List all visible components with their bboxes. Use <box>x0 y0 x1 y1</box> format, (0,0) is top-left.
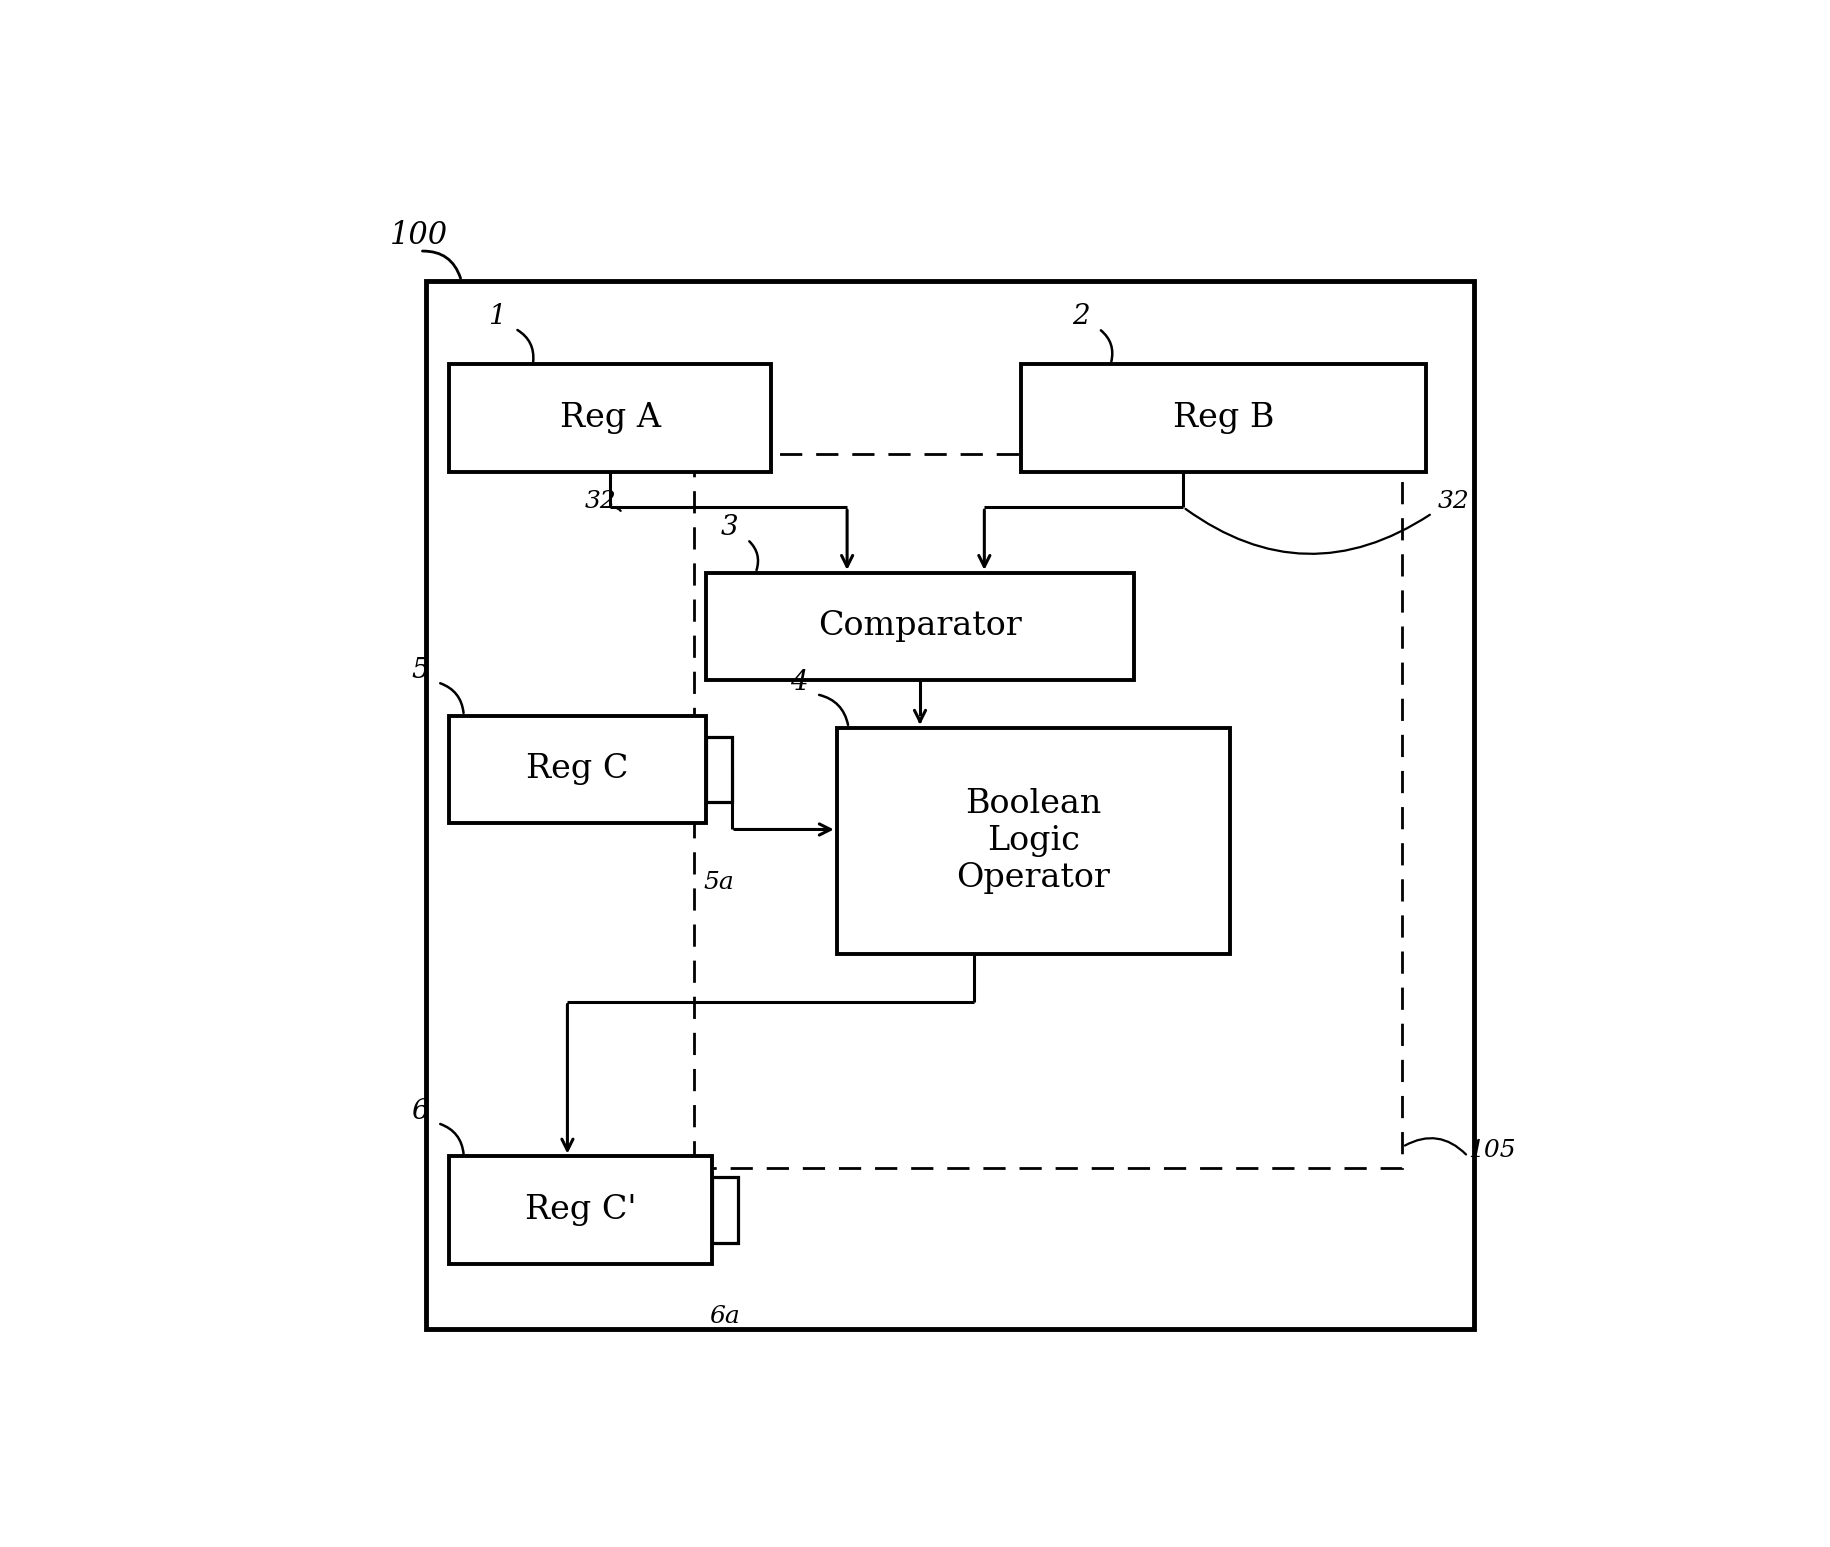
Text: 5a: 5a <box>703 871 734 894</box>
Text: Comparator: Comparator <box>818 611 1021 642</box>
Bar <box>706 736 732 801</box>
Text: 6a: 6a <box>710 1306 739 1329</box>
Bar <box>450 1157 712 1264</box>
Text: Boolean
Logic
Operator: Boolean Logic Operator <box>957 787 1111 894</box>
Text: 2: 2 <box>1072 303 1089 330</box>
Bar <box>1021 365 1426 472</box>
Text: Reg B: Reg B <box>1173 402 1274 433</box>
Bar <box>712 1177 737 1242</box>
Bar <box>450 716 706 823</box>
Text: 100: 100 <box>390 220 448 251</box>
Text: 6: 6 <box>412 1098 428 1125</box>
Bar <box>706 572 1135 681</box>
Bar <box>426 282 1473 1329</box>
Text: 4: 4 <box>791 668 807 696</box>
Text: 32: 32 <box>1438 490 1469 512</box>
Text: 1: 1 <box>489 303 505 330</box>
Text: Reg A: Reg A <box>560 402 661 433</box>
Text: Reg C: Reg C <box>527 753 630 786</box>
Text: 105: 105 <box>1468 1140 1515 1162</box>
Text: 3: 3 <box>721 514 737 541</box>
Bar <box>836 727 1230 954</box>
Bar <box>694 453 1402 1168</box>
Text: Reg C': Reg C' <box>525 1194 637 1227</box>
Bar <box>450 365 770 472</box>
Text: 32: 32 <box>584 490 617 512</box>
Text: 5: 5 <box>412 657 428 684</box>
